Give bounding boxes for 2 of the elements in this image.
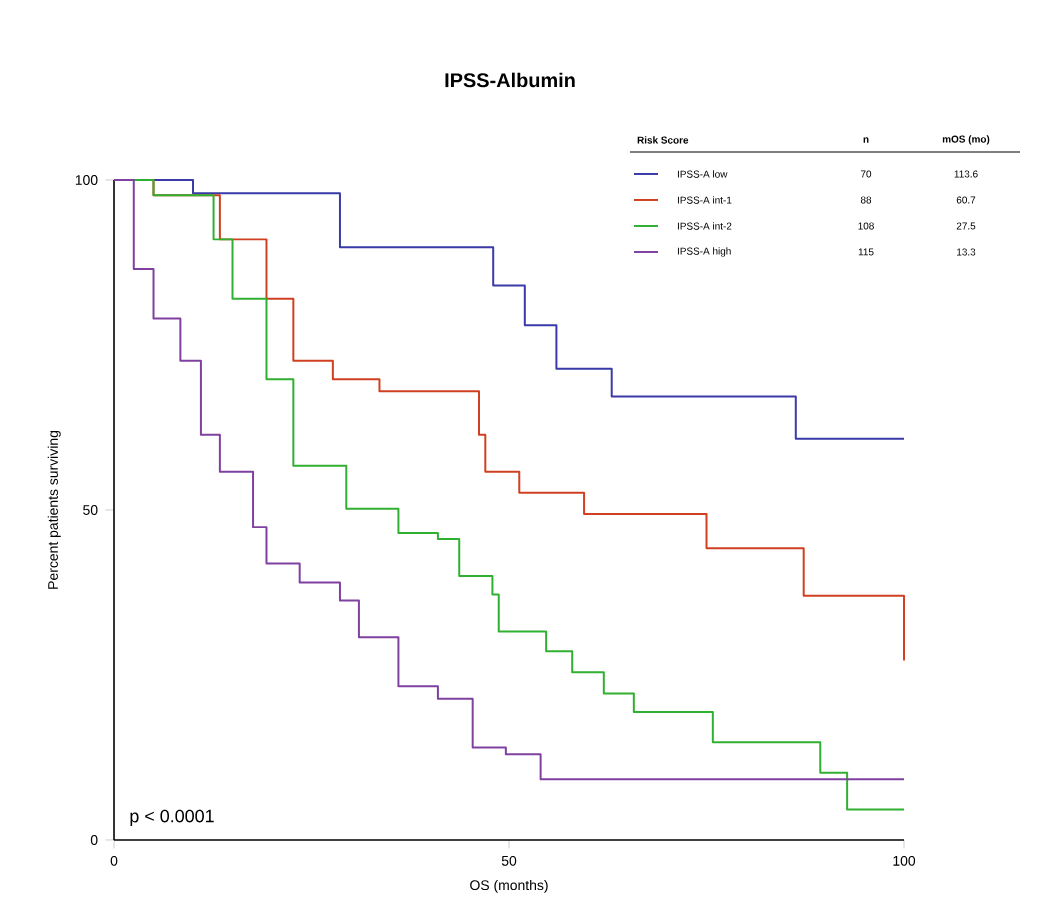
chart-title: IPSS-Albumin: [445, 72, 575, 88]
annotation: p < 0.0001: [130, 809, 214, 826]
